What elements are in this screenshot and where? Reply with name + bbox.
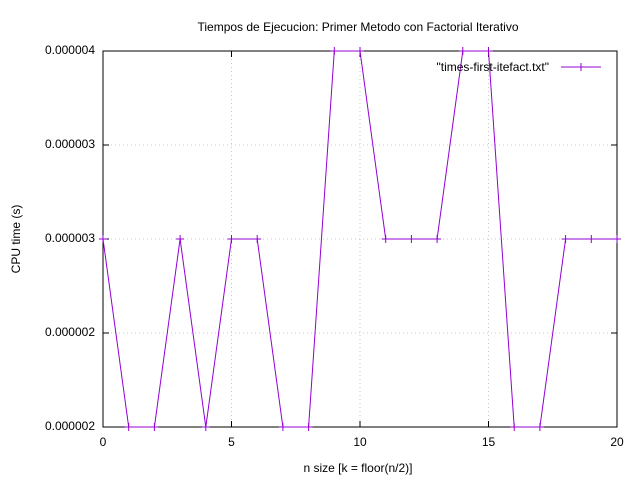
x-axis: 0 5 10 15 20: [100, 51, 624, 449]
data-point: [176, 235, 185, 243]
data-point: [99, 235, 107, 243]
data-point: [330, 47, 339, 55]
x-tick-label: 10: [353, 435, 367, 449]
data-point: [253, 235, 262, 243]
x-tick-label: 20: [610, 435, 624, 449]
data-point: [587, 235, 596, 243]
data-point: [561, 235, 570, 243]
y-tick-label: 0.000002: [45, 419, 95, 433]
y-tick-label: 0.000003: [45, 137, 95, 151]
legend-label: "times-first-itefact.txt": [436, 60, 549, 74]
y-axis: 0.000002 0.000002 0.000003 0.000003 0.000004: [45, 43, 617, 433]
data-point: [227, 235, 236, 243]
chart-title: Tiempos de Ejecucion: Primer Metodo con …: [197, 20, 518, 34]
y-tick-label: 0.000002: [45, 325, 95, 339]
data-point: [150, 423, 159, 431]
data-point: [433, 235, 442, 243]
data-point: [304, 423, 313, 431]
legend: "times-first-itefact.txt": [436, 60, 601, 74]
x-tick-label: 5: [228, 435, 235, 449]
data-point: [613, 235, 621, 243]
data-point: [510, 423, 519, 431]
y-tick-label: 0.000003: [45, 231, 95, 245]
data-point: [458, 47, 467, 55]
data-point: [278, 423, 287, 431]
series: [99, 47, 621, 431]
data-point: [201, 423, 210, 431]
y-tick-label: 0.000004: [45, 43, 95, 57]
x-tick-label: 15: [482, 435, 496, 449]
data-point: [356, 47, 364, 55]
x-axis-label: n size [k = floor(n/2)]: [303, 461, 412, 475]
x-tick-label: 0: [100, 435, 107, 449]
data-point: [535, 423, 544, 431]
data-point: [484, 47, 493, 55]
y-axis-label: CPU time (s): [9, 205, 23, 274]
legend-marker: [577, 63, 585, 71]
data-point: [381, 235, 390, 243]
data-point: [124, 423, 133, 431]
data-point: [407, 235, 416, 243]
